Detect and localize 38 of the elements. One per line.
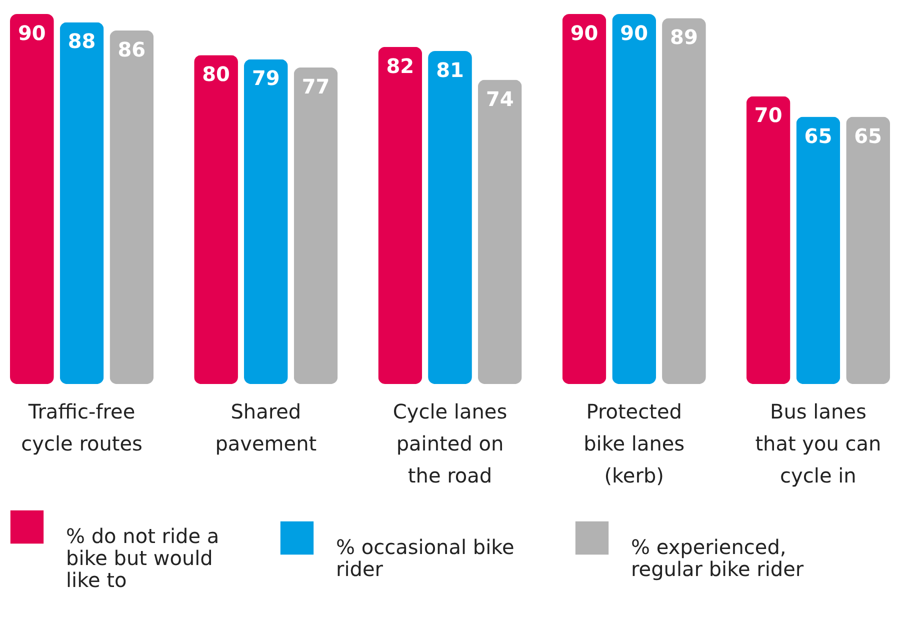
x-tick-label: Protected bike lanes (kerb) <box>584 400 685 488</box>
legend-label: % experienced, regular bike rider <box>631 535 804 581</box>
x-tick-label: Traffic-free cycle routes <box>21 400 142 456</box>
data-label: 81 <box>436 58 464 82</box>
bar <box>110 30 154 384</box>
data-label: 77 <box>302 74 330 98</box>
data-label: 65 <box>804 124 832 148</box>
data-label: 74 <box>486 86 514 111</box>
data-label: 90 <box>18 21 46 45</box>
bar <box>612 14 656 384</box>
bar <box>294 67 338 384</box>
bar <box>662 18 706 384</box>
bar <box>378 46 422 384</box>
x-tick-label: Bus lanes that you can cycle in <box>755 400 882 488</box>
data-label: 70 <box>754 103 782 128</box>
bar <box>746 96 790 384</box>
bar <box>10 14 54 384</box>
bar <box>60 22 104 384</box>
x-tick-label: Shared pavement <box>215 400 317 456</box>
bar <box>478 80 522 384</box>
legend-label: % occasional bike rider <box>336 535 514 581</box>
data-label: 79 <box>252 66 280 90</box>
data-label: 80 <box>202 62 230 86</box>
data-label: 90 <box>620 21 648 45</box>
bar <box>194 55 238 384</box>
bar <box>796 116 840 384</box>
bar <box>562 14 606 384</box>
data-label: 90 <box>570 21 598 45</box>
legend-label: % do not ride a bike but would like to <box>66 524 220 592</box>
data-label: 89 <box>670 25 698 50</box>
x-tick-label: Cycle lanes painted on the road <box>392 400 508 488</box>
bar <box>846 116 890 384</box>
data-label: 65 <box>854 124 882 148</box>
data-label: 88 <box>68 29 96 54</box>
bar <box>428 51 472 384</box>
data-label: 82 <box>386 54 414 78</box>
bar <box>244 59 288 384</box>
data-label: 86 <box>118 37 146 62</box>
